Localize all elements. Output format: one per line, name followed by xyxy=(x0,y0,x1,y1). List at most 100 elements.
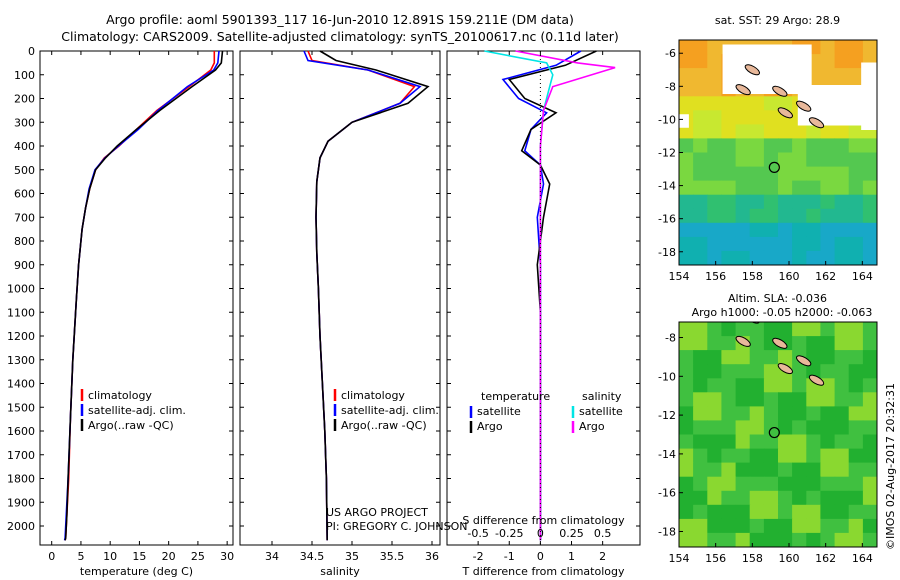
map-cell xyxy=(848,322,864,337)
map-cell xyxy=(820,194,836,210)
map-cell xyxy=(693,420,708,436)
map-cell xyxy=(679,82,694,97)
map-cell xyxy=(749,250,765,265)
map-cell xyxy=(763,152,779,168)
map-cell xyxy=(778,180,793,196)
map-cell xyxy=(679,462,694,478)
s-tick-label: 0.25 xyxy=(559,527,584,540)
map-cell xyxy=(679,40,694,55)
map-cell xyxy=(806,124,821,140)
map-cell xyxy=(721,448,737,464)
map-cell xyxy=(820,54,836,69)
map-cell xyxy=(806,336,821,351)
float-position-marker xyxy=(768,426,780,439)
map-cell xyxy=(693,364,708,379)
map-cell xyxy=(834,236,850,252)
legend-label: satellite-adj. clim. xyxy=(341,404,439,417)
map-x-tick-label: 162 xyxy=(815,552,836,565)
y-tick-label: 1700 xyxy=(7,449,35,462)
temperature-xlabel: temperature (deg C) xyxy=(80,565,193,578)
map-cell xyxy=(862,180,877,196)
map-cell xyxy=(792,236,807,252)
x-tick-label: 0 xyxy=(48,550,55,563)
map-cell xyxy=(679,180,694,196)
map-cell xyxy=(834,434,850,450)
salinity-panel xyxy=(239,50,441,546)
map-x-tick-label: 162 xyxy=(815,270,836,283)
map-cell xyxy=(763,476,779,492)
map-cell xyxy=(834,194,850,210)
map-cell xyxy=(806,180,821,196)
temperature-series-line xyxy=(64,50,224,541)
map-x-tick-label: 160 xyxy=(779,552,800,565)
map-cell xyxy=(763,322,779,337)
map-cell xyxy=(707,96,722,111)
map-cell xyxy=(679,504,694,520)
map-cell xyxy=(862,532,877,547)
map-cell xyxy=(820,434,836,450)
map-cell xyxy=(792,124,807,140)
map-cell xyxy=(707,194,722,210)
salinity-xlabel: salinity xyxy=(320,565,360,578)
island xyxy=(808,117,825,129)
x-tick-label: 20 xyxy=(162,550,176,563)
map-cell xyxy=(763,532,779,547)
s-tick-label: 0 xyxy=(537,527,544,540)
map-cell xyxy=(806,322,821,337)
x-tick-label: 0 xyxy=(537,550,544,563)
map-cell xyxy=(792,504,807,520)
map-cell xyxy=(763,462,779,478)
map-cell xyxy=(721,462,737,478)
map-cell xyxy=(862,166,877,182)
map-cell xyxy=(749,504,765,520)
x-tick-label: -2 xyxy=(473,550,484,563)
map-cell xyxy=(834,476,850,492)
sst-map-field xyxy=(679,40,877,265)
map-cell xyxy=(707,180,722,196)
map-y-tick-label: -16 xyxy=(658,213,676,226)
map-cell xyxy=(834,420,850,436)
map-cell xyxy=(679,124,694,140)
map-cell xyxy=(848,406,864,422)
map-cell xyxy=(834,490,850,506)
map-cell xyxy=(778,222,793,238)
x-tick-label: -1 xyxy=(504,550,515,563)
island xyxy=(808,374,825,386)
map-cell xyxy=(707,82,722,97)
map-cell xyxy=(735,462,751,478)
map-cell xyxy=(820,378,836,393)
legend-label: satellite xyxy=(579,405,623,418)
map-x-tick-label: 158 xyxy=(742,552,763,565)
map-cell xyxy=(749,350,765,365)
map-cell xyxy=(862,138,877,154)
map-cell xyxy=(763,124,779,140)
map-cell xyxy=(721,222,737,238)
map-cell xyxy=(792,406,807,422)
map-cell xyxy=(834,504,850,520)
map-cell xyxy=(735,194,751,210)
map-cell xyxy=(792,152,807,168)
map-cell xyxy=(721,194,737,210)
map-cell xyxy=(707,166,722,182)
sla-map-title-line2: Argo h1000: -0.05 h2000: -0.063 xyxy=(691,306,873,319)
map-cell xyxy=(862,392,877,407)
map-cell xyxy=(778,392,793,407)
map-cell xyxy=(749,236,765,252)
map-cell xyxy=(679,420,694,436)
map-cell xyxy=(735,406,751,422)
map-cell xyxy=(862,406,877,422)
map-cell xyxy=(806,504,821,520)
map-cell xyxy=(820,518,836,534)
map-cell xyxy=(848,420,864,436)
y-tick-label: 1500 xyxy=(7,401,35,414)
island xyxy=(777,107,793,119)
legend-title-salinity: salinity xyxy=(582,390,622,403)
map-cell xyxy=(834,322,850,337)
map-cell xyxy=(693,110,708,125)
map-cell xyxy=(707,350,722,365)
map-cell xyxy=(707,364,722,379)
map-cell xyxy=(806,152,821,168)
map-y-tick-label: -10 xyxy=(658,113,676,126)
map-cell xyxy=(834,378,850,393)
map-cell xyxy=(749,448,765,464)
